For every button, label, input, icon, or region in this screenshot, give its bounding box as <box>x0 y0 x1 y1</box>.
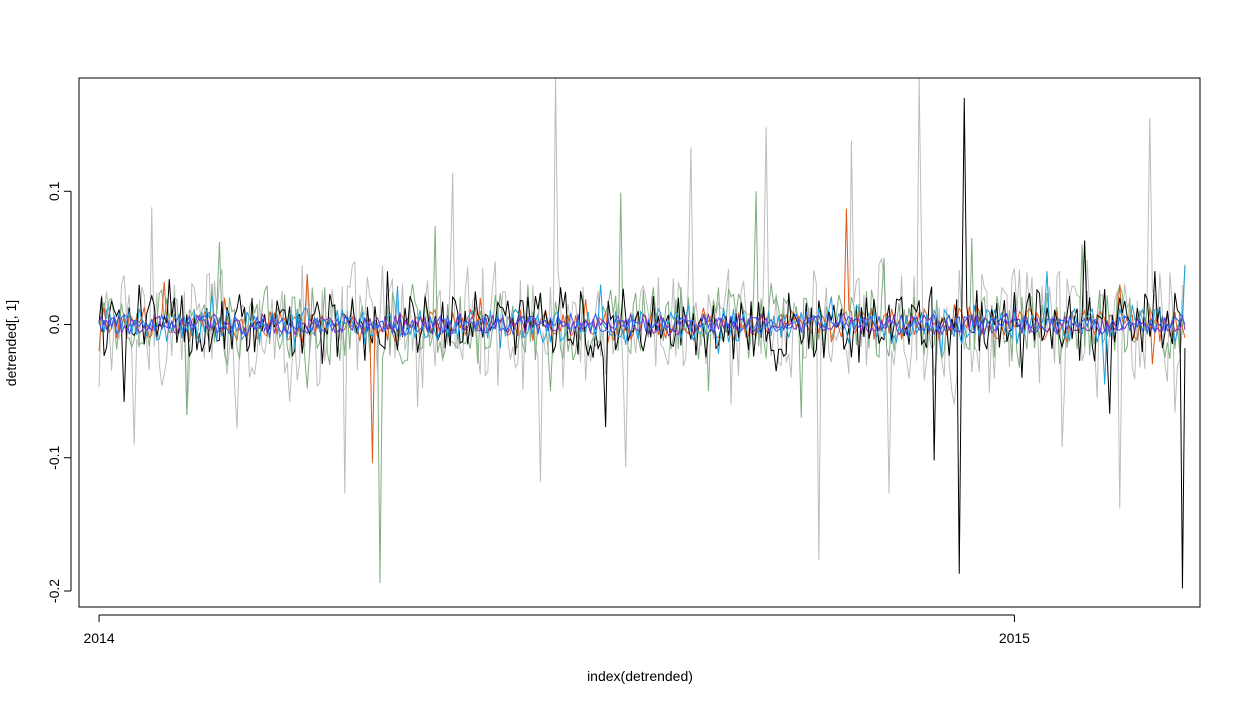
x-tick-label: 2015 <box>999 630 1030 646</box>
series-line-6 <box>98 308 1186 337</box>
axis-layer: 0.1 0.0 -0.1 -0.2 2014 2015 <box>46 181 1030 646</box>
y-tick-label: 0.1 <box>46 181 62 201</box>
series-line-2 <box>98 191 1186 584</box>
plot-box <box>78 77 1201 608</box>
x-tick-label: 2014 <box>83 630 114 646</box>
series-line-7 <box>98 311 1186 338</box>
series-line-5 <box>98 265 1186 385</box>
series-line-3 <box>98 208 1186 464</box>
series-line-1 <box>98 77 1186 561</box>
y-tick-label: 0.0 <box>46 315 62 335</box>
y-axis-label: detrended[, 1] <box>3 300 19 386</box>
x-axis-label: index(detrended) <box>587 668 693 684</box>
y-tick-label: -0.2 <box>46 579 62 603</box>
y-tick-label: -0.1 <box>46 445 62 469</box>
series-layer <box>98 77 1186 589</box>
series-line-4 <box>98 97 1186 589</box>
